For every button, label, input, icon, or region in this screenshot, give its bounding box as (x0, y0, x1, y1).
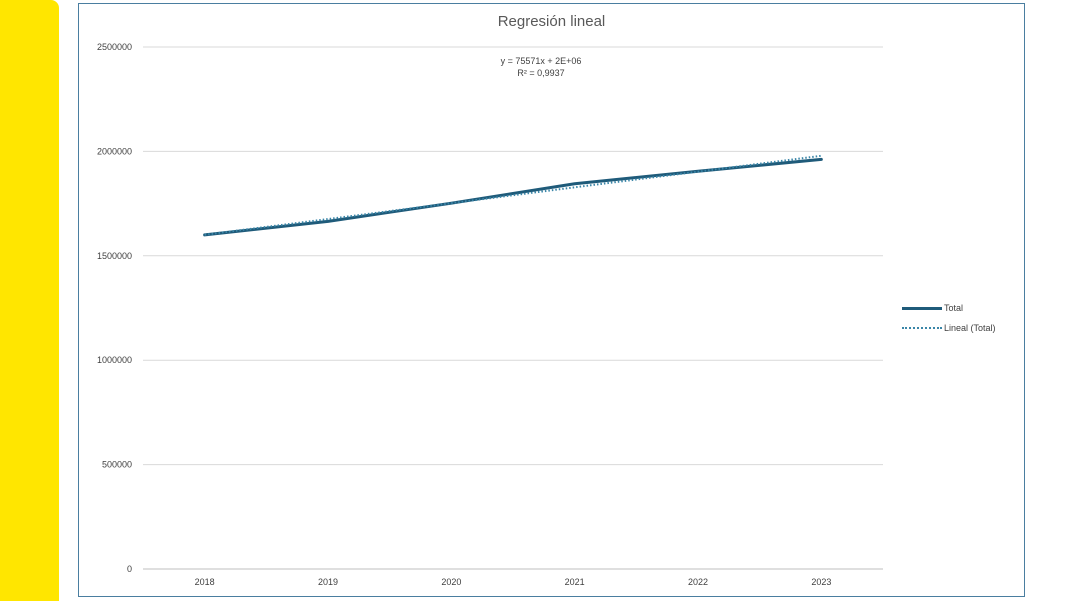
legend-label-lineal: Lineal (Total) (944, 323, 996, 333)
legend-item-lineal: Lineal (Total) (902, 318, 996, 338)
y-tick-label: 2000000 (97, 146, 132, 156)
x-tick-label: 2023 (811, 577, 831, 587)
y-tick-label: 0 (127, 564, 132, 574)
y-tick-label: 1500000 (97, 251, 132, 261)
yellow-side-panel (0, 0, 59, 601)
trendline-annotation: y = 75571x + 2E+06 R² = 0,9937 (446, 55, 636, 79)
chart-frame (78, 3, 1025, 597)
series-line-lineal-total (204, 154, 822, 236)
y-tick-label: 1000000 (97, 355, 132, 365)
legend-swatch-total (902, 306, 942, 310)
legend-item-total: Total (902, 298, 996, 318)
legend: Total Lineal (Total) (902, 298, 996, 338)
x-tick-label: 2022 (688, 577, 708, 587)
legend-label-total: Total (944, 303, 964, 313)
y-tick-label: 500000 (102, 460, 132, 470)
x-tick-label: 2020 (441, 577, 461, 587)
series-line-total (203, 157, 823, 237)
x-tick-label: 2021 (565, 577, 585, 587)
x-tick-label: 2019 (318, 577, 338, 587)
trendline-equation: y = 75571x + 2E+06 (500, 56, 582, 66)
y-tick-label: 2500000 (97, 42, 132, 52)
legend-swatch-lineal (902, 327, 942, 329)
x-tick-label: 2018 (195, 577, 215, 587)
trendline-r-squared: R² = 0,9937 (517, 68, 565, 78)
chart-title: Regresión lineal (497, 13, 606, 30)
